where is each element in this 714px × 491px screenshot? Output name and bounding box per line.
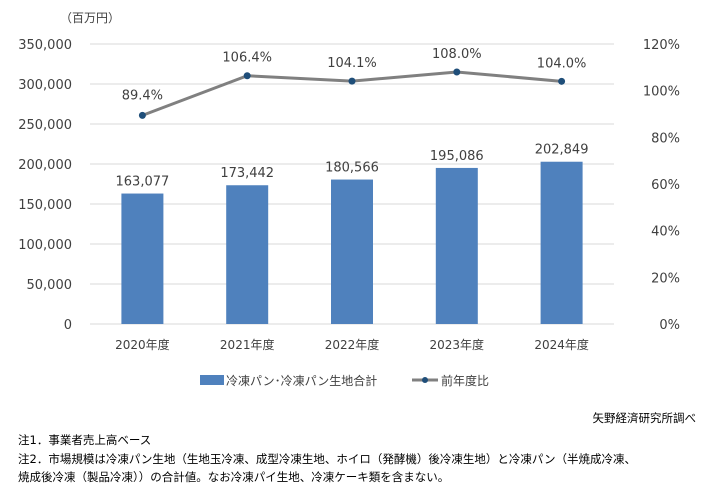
- note-2: 注2．市場規模は冷凍パン生地（生地玉冷凍、成型冷凍生地、ホイロ（発酵機）後冷凍生…: [18, 452, 636, 466]
- y-tick-label: 200,000: [18, 158, 72, 173]
- ratio-marker: [243, 72, 251, 80]
- y-tick-label: 50,000: [27, 278, 73, 293]
- bar: [121, 193, 164, 324]
- bar-data-label: 163,077: [116, 175, 170, 190]
- y2-tick-label: 40%: [651, 225, 680, 240]
- bar-data-label: 202,849: [535, 143, 589, 158]
- bar-data-label: 180,566: [325, 161, 379, 176]
- line-data-label: 104.1%: [327, 56, 377, 71]
- y2-tick-label: 80%: [651, 131, 680, 146]
- ratio-marker: [138, 111, 146, 119]
- line-data-label: 104.0%: [537, 56, 587, 71]
- line-data-label: 108.0%: [432, 47, 482, 62]
- y2-tick-label: 120%: [643, 38, 680, 53]
- y2-tick-label: 60%: [651, 178, 680, 193]
- legend-label-bar: 冷凍パン･冷凍パン生地合計: [226, 373, 377, 388]
- legend: 冷凍パン･冷凍パン生地合計 前年度比: [200, 373, 489, 388]
- y2-tick-label: 20%: [651, 271, 680, 286]
- y-tick-label: 250,000: [18, 118, 72, 133]
- legend-marker: [422, 377, 428, 383]
- y-tick-label: 350,000: [18, 38, 72, 53]
- note-1: 注1．事業者売上高ベース: [18, 433, 152, 447]
- x-tick-label: 2024年度: [534, 337, 589, 352]
- ratio-marker: [453, 68, 461, 76]
- x-tick-label: 2021年度: [220, 337, 275, 352]
- bar-data-label: 195,086: [430, 149, 484, 164]
- line-data-label: 89.4%: [122, 88, 163, 103]
- y-tick-label: 100,000: [18, 238, 72, 253]
- legend-label-line: 前年度比: [441, 373, 489, 388]
- y-axis-label: （百万円）: [60, 11, 120, 25]
- bar: [435, 167, 478, 324]
- bar-data-label: 173,442: [220, 166, 274, 181]
- x-tick-label: 2022年度: [325, 337, 380, 352]
- bar: [540, 161, 583, 324]
- y-tick-label: 0: [64, 318, 72, 333]
- y2-tick-label: 0%: [659, 318, 680, 333]
- source-note: 矢野経済研究所調べ: [592, 411, 697, 425]
- bar: [226, 185, 269, 324]
- chart: （百万円） 0 50,000 100,000 150,000 200,000 250,00…: [18, 11, 680, 388]
- line-data-label: 106.4%: [222, 51, 272, 66]
- ratio-marker: [558, 77, 566, 85]
- note-3: 焼成後冷凍（製品冷凍））の合計値。なお冷凍パイ生地、冷凍ケーキ類を含まない。: [18, 470, 450, 484]
- ratio-marker: [348, 77, 356, 85]
- bar: [331, 179, 373, 324]
- x-tick-label: 2023年度: [430, 337, 485, 352]
- y2-tick-label: 100%: [643, 85, 680, 100]
- y-tick-label: 300,000: [18, 78, 72, 93]
- x-tick-label: 2020年度: [115, 337, 170, 352]
- legend-swatch-bar: [200, 375, 224, 385]
- y-tick-label: 150,000: [18, 198, 72, 213]
